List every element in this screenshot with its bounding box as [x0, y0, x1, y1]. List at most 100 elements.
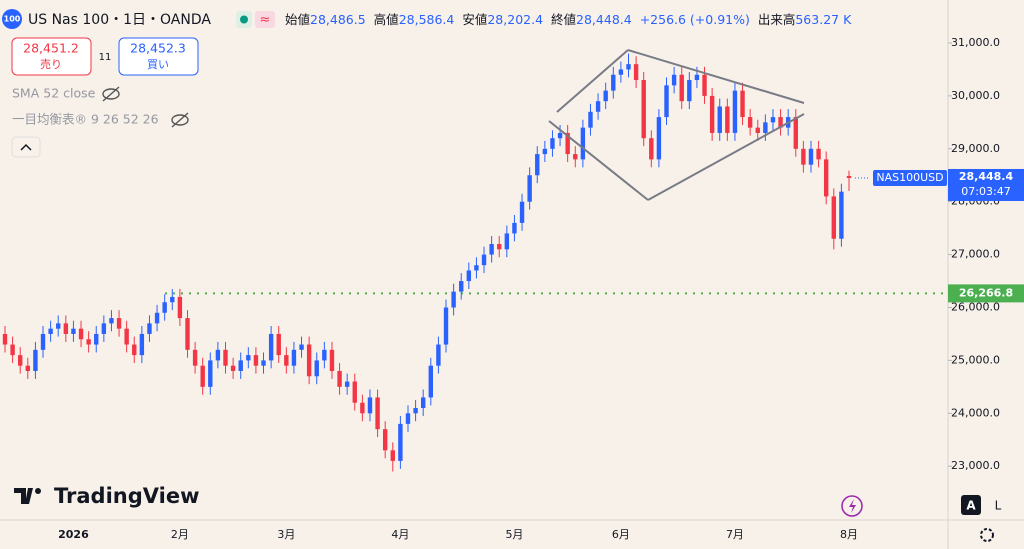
x-tick-label: 2026 [58, 528, 89, 541]
sell-price: 28,451.2 [23, 41, 79, 56]
label: 安値 [462, 12, 487, 27]
candle-body [725, 106, 730, 133]
buy-button[interactable] [118, 37, 199, 76]
ohlc-legend: 始値28,486.5 高値28,586.4 安値28,202.4 終値28,44… [285, 12, 852, 27]
candle-body [443, 307, 449, 345]
candle-body [542, 148, 548, 155]
candle-body [154, 312, 160, 324]
candle-body [428, 365, 434, 398]
candle-body [550, 138, 555, 149]
candle-body [215, 349, 221, 361]
candle-body [192, 349, 198, 366]
eye-icon[interactable] [102, 88, 120, 100]
candle-body [124, 328, 129, 345]
candle-body [649, 138, 654, 160]
sell-button[interactable] [11, 37, 92, 76]
candle-body [709, 95, 715, 133]
candle-body [687, 80, 692, 102]
x-tick-label: 4月 [391, 528, 409, 541]
x-tick-label: 7月 [726, 528, 744, 541]
candle-body [595, 101, 601, 112]
collapse-button[interactable] [11, 136, 41, 158]
candle-body [823, 159, 829, 197]
candle-body [481, 254, 487, 266]
candle-body [656, 117, 662, 160]
diamond-pattern [548, 49, 805, 201]
candle-body [40, 333, 46, 350]
candle-body [573, 154, 578, 160]
price-label-box [948, 284, 1024, 303]
candle-body [626, 64, 631, 70]
brand-logo [14, 488, 33, 504]
candle-body [2, 333, 8, 345]
candle-body [420, 397, 426, 409]
replay-icon[interactable] [255, 11, 275, 28]
candle-body [367, 397, 373, 414]
eye-icon[interactable] [171, 114, 189, 126]
candle-body [816, 148, 821, 160]
symbol-badge [2, 9, 22, 29]
candle-body [314, 360, 319, 377]
candle-body [535, 154, 540, 176]
indicator[interactable]: 一目均衡表® 9 26 52 26 [12, 112, 159, 127]
candle-body [618, 69, 624, 75]
candle-body [352, 381, 357, 403]
candle-body [633, 64, 639, 81]
candle-body [71, 328, 76, 334]
candle-body [94, 333, 99, 345]
indicator[interactable]: SMA 52 close [12, 86, 96, 101]
candle-body [170, 296, 175, 303]
candle-body [451, 291, 456, 308]
log-button[interactable]: L [995, 499, 1002, 513]
candle-body [25, 365, 31, 371]
symbol-title[interactable]: US Nas 100・1日・OANDA [28, 12, 211, 28]
drawing-line [647, 113, 805, 201]
y-tick-label: 30,000.0 [951, 89, 1000, 102]
candle-body [223, 349, 228, 366]
candle-body [306, 344, 312, 377]
candle-body [48, 328, 53, 334]
candle-body [808, 148, 814, 165]
candle-body [732, 90, 738, 133]
badge-text: 100 [4, 15, 21, 24]
candle-body [778, 117, 783, 128]
candle-body [261, 360, 266, 366]
brand-name: TradingView [54, 484, 199, 508]
candle-body [702, 74, 707, 96]
auto-scale-button[interactable] [961, 495, 981, 515]
candle-body [322, 349, 327, 361]
bolt [849, 499, 856, 513]
candle-body [63, 323, 69, 334]
candle-body [139, 333, 145, 356]
candle-body [603, 90, 608, 102]
candle-body [641, 80, 646, 139]
value: 28,486.5 [310, 12, 366, 27]
candle-body [276, 333, 281, 356]
candle-body [299, 344, 304, 350]
candle-body [519, 201, 525, 223]
eye-slash [102, 86, 120, 102]
candle-body [382, 429, 388, 451]
candle-body [474, 265, 479, 271]
buy-label: 買い [147, 58, 169, 71]
candle-body [763, 122, 768, 133]
settings-button[interactable] [980, 528, 994, 542]
candle-body [177, 296, 183, 319]
candle-body [238, 360, 243, 371]
label: 終値 [551, 12, 576, 27]
brand-logo-dot [35, 488, 41, 494]
y-tick-label: 23,000.0 [951, 459, 1000, 472]
candle-body [664, 85, 669, 118]
candle-body [101, 323, 107, 334]
candle-body [413, 408, 418, 414]
candle-body [78, 328, 84, 340]
candle-body [839, 191, 844, 239]
candle-body [580, 127, 586, 160]
value: 28,448.4 [576, 12, 632, 27]
candle-body [253, 355, 259, 366]
alert-button[interactable] [841, 495, 863, 517]
price-label: 26,266.8 [959, 286, 1013, 299]
candle-body [116, 318, 122, 329]
y-tick-label: 26,000.0 [951, 301, 1000, 314]
